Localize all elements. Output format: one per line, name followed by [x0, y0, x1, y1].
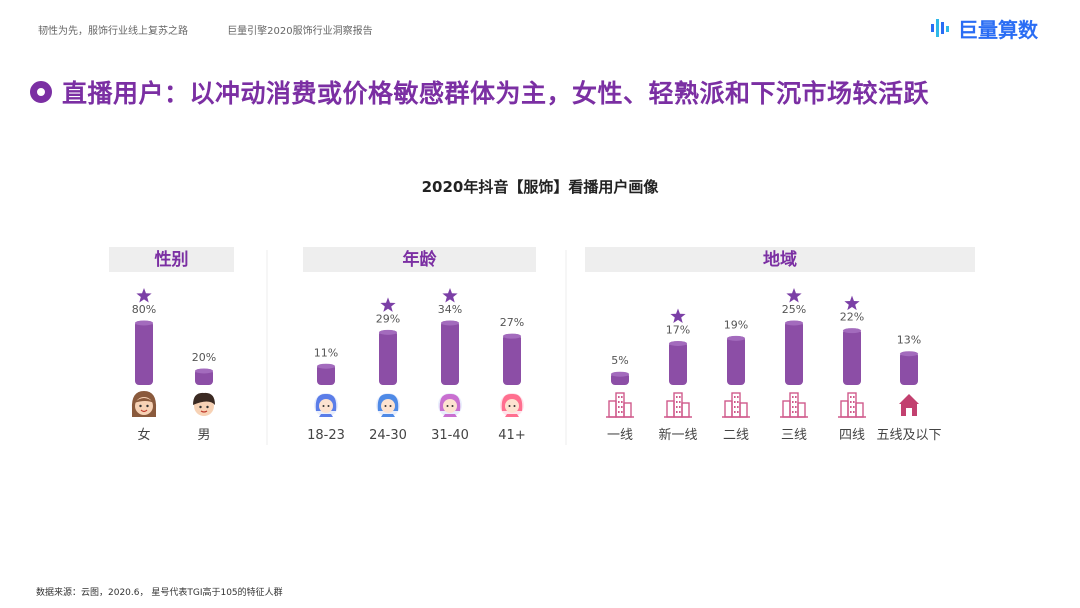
bar-cap: [900, 351, 918, 357]
bar: [785, 321, 803, 385]
report-subtitle: 韧性为先，服饰行业线上复苏之路: [38, 26, 188, 37]
bar-cap: [441, 320, 459, 326]
chart-group: 年龄 11% 18-23 29% 24-30 34% 31-40 27% 41+: [303, 247, 536, 443]
category-label: 新一线: [658, 427, 697, 443]
group-header-label: 性别: [155, 249, 189, 270]
category-label: 四线: [839, 428, 865, 443]
bar: [317, 364, 335, 385]
category-label: 三线: [781, 428, 807, 443]
brand-logo: 巨量算数: [930, 14, 1038, 42]
bar: [611, 372, 629, 385]
city-building-icon: [838, 392, 866, 418]
value-label: 19%: [724, 318, 748, 331]
city-building-icon: [722, 392, 750, 418]
bar-cap: [503, 333, 521, 339]
data-source-note: 数据来源：云图，2020.6， 星号代表TGI高于105的特征人群: [36, 588, 283, 598]
bar-cap: [379, 329, 397, 335]
value-label: 17%: [666, 323, 690, 336]
bar-cap: [611, 371, 629, 377]
tgi-star-icon: [442, 288, 458, 303]
logo-bars-icon: [931, 19, 949, 37]
value-label: 25%: [782, 303, 806, 316]
value-label: 34%: [438, 303, 462, 316]
bar: [503, 334, 521, 385]
bar: [195, 369, 213, 385]
category-label: 一线: [607, 428, 633, 443]
bar-cap: [785, 320, 803, 326]
category-label: 24-30: [369, 428, 407, 443]
city-building-icon: [664, 392, 692, 418]
house-icon: [899, 394, 919, 416]
report-name: 巨量引擎2020服饰行业洞察报告: [227, 26, 373, 37]
young-woman-avatar-icon: [376, 393, 400, 417]
logo-text: 巨量算数: [958, 17, 1038, 42]
bar: [441, 321, 459, 385]
bar-cap: [727, 335, 745, 341]
chart-group: 地域 5% 一线 17% 新一线 19% 二线 25% 三线 22% 四线 13% 五线及以下: [585, 247, 975, 443]
value-label: 22%: [840, 311, 864, 324]
bar: [669, 341, 687, 385]
bar: [843, 328, 861, 385]
city-building-icon: [606, 392, 634, 418]
value-label: 11%: [314, 346, 338, 359]
pink-avatar-icon: [500, 393, 524, 417]
group-header-bg: [109, 247, 234, 272]
female-face-icon: [131, 391, 157, 417]
group-header-bg: [585, 247, 975, 272]
tgi-star-icon: [670, 308, 686, 323]
category-label: 女: [137, 427, 150, 443]
group-header-label: 地域: [763, 249, 797, 270]
category-label: 41+: [498, 428, 525, 443]
category-label: 五线及以下: [876, 428, 941, 443]
bar-cap: [669, 340, 687, 346]
group-header-bg: [303, 247, 536, 272]
bar-cap: [317, 363, 335, 369]
value-label: 5%: [611, 354, 628, 367]
title-bullet-icon: [30, 81, 52, 103]
category-label: 男: [197, 428, 210, 443]
title-block: 直播用户：以冲动消费或价格敏感群体为主，女性、轻熟派和下沉市场较活跃: [30, 74, 929, 110]
bar: [900, 351, 918, 385]
value-label: 80%: [132, 303, 156, 316]
bar: [379, 330, 397, 385]
bar: [135, 321, 153, 385]
header-breadcrumb: 韧性为先，服饰行业线上复苏之路 巨量引擎2020服饰行业洞察报告: [38, 22, 409, 37]
chart-group: 性别 80% 女 20% 男: [109, 247, 234, 443]
male-face-icon: [193, 392, 215, 416]
bar-cap: [843, 328, 861, 334]
bar-cap: [135, 320, 153, 326]
value-label: 13%: [897, 334, 921, 347]
woman-avatar-icon: [438, 393, 462, 417]
value-label: 29%: [376, 312, 400, 325]
category-label: 31-40: [431, 428, 469, 443]
girl-avatar-icon: [314, 393, 338, 417]
tgi-star-icon: [844, 295, 860, 311]
group-header-label: 年龄: [403, 249, 438, 270]
city-building-icon: [780, 392, 808, 418]
tgi-star-icon: [136, 288, 152, 303]
value-label: 20%: [192, 351, 216, 364]
bar-cap: [195, 368, 213, 374]
value-label: 27%: [500, 316, 524, 329]
page-title: 直播用户：以冲动消费或价格敏感群体为主，女性、轻熟派和下沉市场较活跃: [62, 79, 930, 108]
tgi-star-icon: [786, 288, 802, 303]
category-label: 二线: [723, 428, 749, 443]
category-label: 18-23: [307, 428, 345, 443]
tgi-star-icon: [380, 297, 396, 312]
bar: [727, 336, 745, 385]
chart-title: 2020年抖音【服饰】看播用户画像: [421, 178, 659, 196]
